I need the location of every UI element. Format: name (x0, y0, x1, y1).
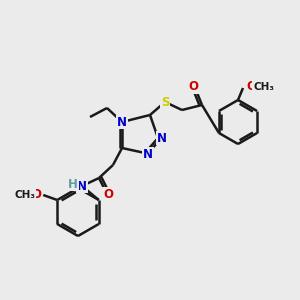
Text: S: S (161, 95, 169, 109)
Text: CH₃: CH₃ (14, 190, 35, 200)
Text: N: N (143, 148, 153, 160)
Text: N: N (157, 131, 167, 145)
Text: N: N (77, 179, 87, 193)
Text: H: H (68, 178, 78, 190)
Text: O: O (246, 80, 256, 94)
Text: O: O (31, 188, 41, 202)
Text: CH₃: CH₃ (253, 82, 274, 92)
Text: O: O (188, 80, 198, 94)
Text: O: O (103, 188, 113, 200)
Text: N: N (117, 116, 127, 128)
